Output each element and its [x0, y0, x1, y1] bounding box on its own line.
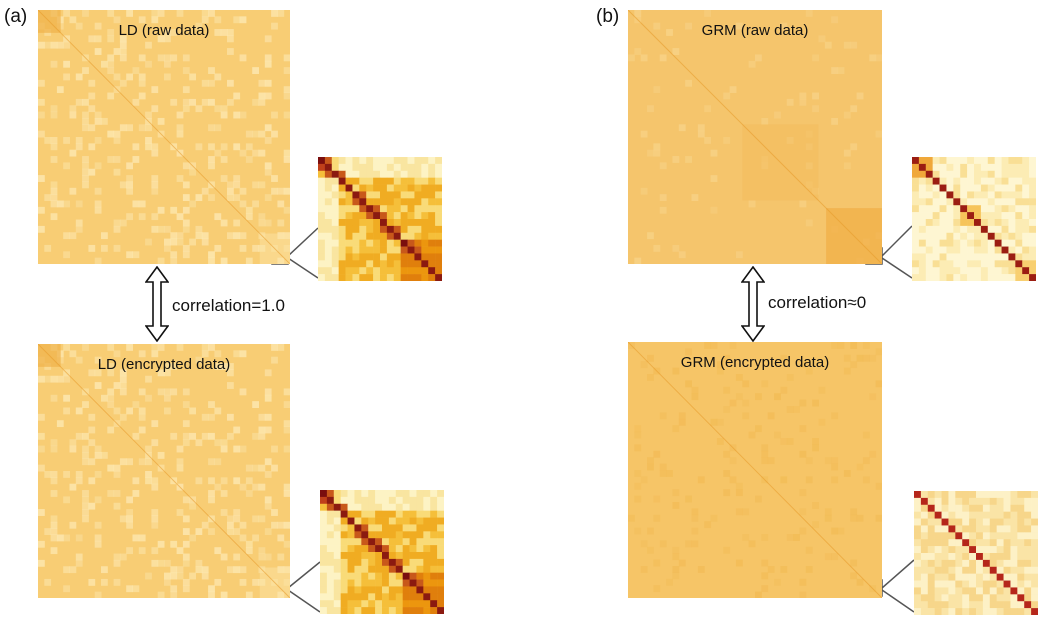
correlation-label-b: correlation≈0: [768, 293, 867, 312]
double-arrow-icon: [145, 266, 169, 342]
panel-label-b: (b): [596, 6, 620, 27]
double-arrow-icon: [741, 266, 765, 342]
ld-encrypted-zoom-inset: [320, 490, 444, 614]
ld-raw-heatmap: LD (raw data): [38, 10, 290, 264]
ld-raw-zoom-inset: [318, 157, 442, 281]
grm-raw-zoom-inset: [912, 157, 1036, 281]
ld-encrypted-heatmap: LD (encrypted data): [38, 344, 290, 598]
grm-encrypted-heatmap: GRM (encrypted data): [628, 342, 882, 598]
grm-encrypted-zoom-inset: [914, 491, 1038, 615]
grm-encrypted-title: GRM (encrypted data): [680, 354, 830, 371]
ld-encrypted-title: LD (encrypted data): [97, 356, 231, 373]
correlation-label-a: correlation=1.0: [172, 296, 285, 315]
grm-raw-heatmap: GRM (raw data): [628, 10, 882, 264]
grm-raw-title: GRM (raw data): [701, 22, 809, 39]
ld-raw-title: LD (raw data): [118, 22, 210, 39]
panel-label-a: (a): [4, 6, 28, 27]
